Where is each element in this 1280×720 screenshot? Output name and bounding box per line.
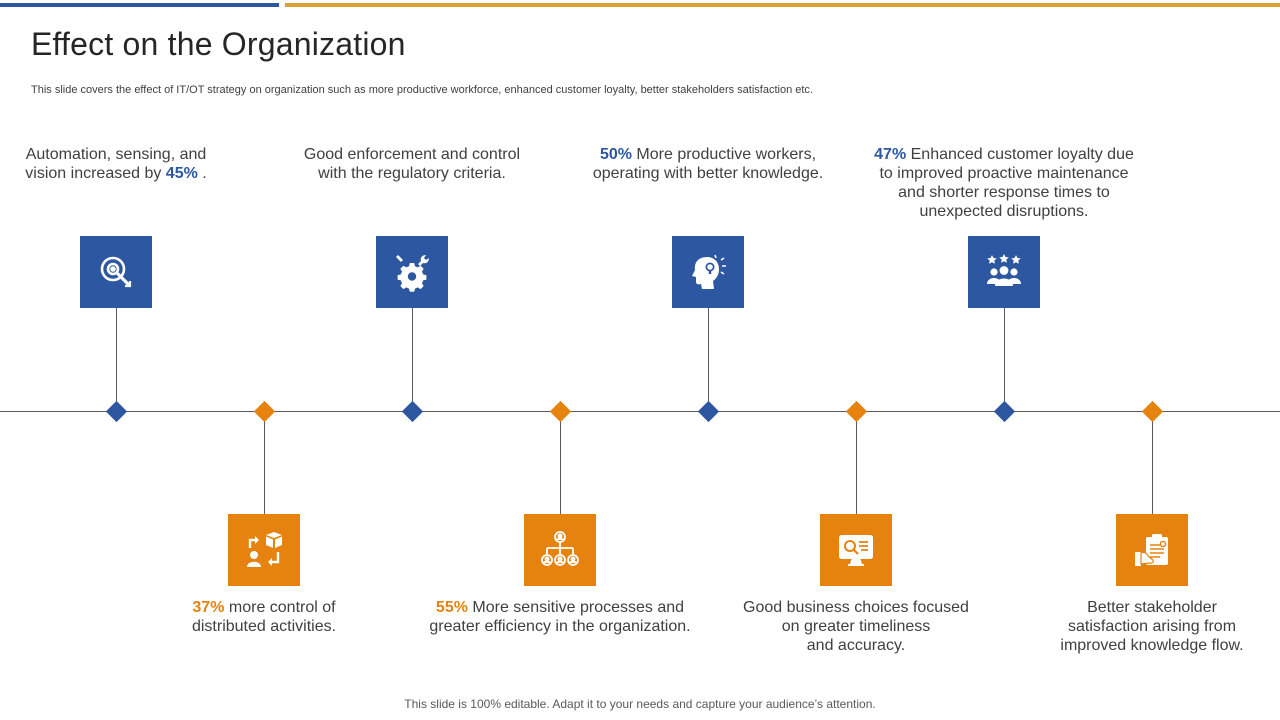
milestone-text: 37% more control of distributed activitie… (114, 598, 414, 636)
milestone-text-line: greater efficiency in the organization. (410, 617, 710, 636)
page-subtitle: This slide covers the effect of IT/OT st… (31, 84, 813, 96)
milestone-text-line: unexpected disruptions. (854, 202, 1154, 221)
milestone-text: 55% More sensitive processes and greater … (410, 598, 710, 636)
timeline-axis (0, 411, 1280, 412)
milestone-text-segment: . (197, 165, 207, 182)
timeline-marker (1141, 400, 1163, 423)
milestone-text-line: satisfaction arising from (1002, 617, 1280, 636)
milestone-text-line: vision increased by 45% . (0, 164, 266, 183)
milestone-icon-box (820, 514, 892, 586)
milestone-icon-box (228, 514, 300, 586)
milestone-text-line: with the regulatory criteria. (262, 164, 562, 183)
clipboard-hand-icon (1132, 530, 1172, 570)
milestone-text-line: Good business choices focused (706, 598, 1006, 617)
milestone-text-segment: with the regulatory criteria. (318, 165, 506, 182)
milestone-text-segment: more control of (224, 599, 336, 616)
milestone-text-segment: More productive workers, (631, 146, 817, 163)
milestone-icon-box (376, 236, 448, 308)
milestone-text-line: 37% more control of (114, 598, 414, 617)
page-title: Effect on the Organization (31, 26, 406, 62)
highlight-percent: 45% (165, 165, 198, 182)
milestone-icon-box (80, 236, 152, 308)
milestone-text-segment: More sensitive processes and (467, 599, 685, 616)
milestone-text-segment: unexpected disruptions. (919, 203, 1089, 220)
connector-line (1004, 306, 1005, 411)
milestone-icon-box (672, 236, 744, 308)
milestone-text-line: Good enforcement and control (262, 145, 562, 164)
milestone-text-segment: on greater timeliness (781, 618, 931, 635)
milestone-text-line: operating with better knowledge. (558, 164, 858, 183)
milestone-text-segment: Automation, sensing, and (25, 146, 207, 163)
milestone-icon-box (968, 236, 1040, 308)
top-accent-bar-blue (0, 3, 279, 7)
milestone-text-segment: Enhanced customer loyalty due (906, 146, 1134, 163)
milestone-text: 50% More productive workers, operating wi… (558, 145, 858, 183)
highlight-percent: 55% (435, 599, 468, 616)
timeline-marker (845, 400, 867, 423)
milestone-text-line: on greater timeliness (706, 617, 1006, 636)
milestone-text: Good business choices focused on greater … (706, 598, 1006, 655)
milestone-text-segment: operating with better knowledge. (592, 165, 824, 182)
milestone-text: Better stakeholder satisfaction arising f… (1002, 598, 1280, 655)
milestone-text: Automation, sensing, and vision increased… (0, 145, 266, 183)
top-accent-bar-gold (285, 3, 1280, 7)
highlight-percent: 50% (599, 146, 632, 163)
milestone-text-line: Better stakeholder (1002, 598, 1280, 617)
timeline-marker (993, 400, 1015, 423)
milestone-text: Good enforcement and control with the reg… (262, 145, 562, 183)
milestone-text-line: improved knowledge flow. (1002, 636, 1280, 655)
arrows-boxes-icon (244, 530, 284, 570)
milestone-text-segment: improved knowledge flow. (1060, 637, 1244, 654)
team-stars-icon (984, 252, 1024, 292)
footer-note: This slide is 100% editable. Adapt it to… (404, 697, 876, 711)
milestone-text-segment: and shorter response times to (898, 184, 1110, 201)
milestone-text-segment: vision increased by (25, 165, 166, 182)
milestone-text-segment: Good enforcement and control (303, 146, 521, 163)
connector-line (856, 411, 857, 514)
milestone-text-segment: Good business choices focused (743, 599, 969, 616)
connector-line (560, 411, 561, 514)
milestone-text-line: 55% More sensitive processes and (410, 598, 710, 617)
timeline-marker (549, 400, 571, 423)
connector-line (116, 306, 117, 411)
milestone-text-segment: satisfaction arising from (1067, 618, 1237, 635)
timeline-marker (105, 400, 127, 423)
connector-line (412, 306, 413, 411)
milestone-icon-box (524, 514, 596, 586)
milestone-text-segment: to improved proactive maintenance (879, 165, 1129, 182)
milestone-text-line: distributed activities. (114, 617, 414, 636)
milestone-text-segment: and accuracy. (806, 637, 906, 654)
highlight-percent: 47% (874, 146, 907, 163)
milestone-text-line: 47% Enhanced customer loyalty due (854, 145, 1154, 164)
timeline-marker (401, 400, 423, 423)
milestone-text-line: and shorter response times to (854, 183, 1154, 202)
milestone-text: 47% Enhanced customer loyalty due to impr… (854, 145, 1154, 221)
milestone-text-line: 50% More productive workers, (558, 145, 858, 164)
connector-line (1152, 411, 1153, 514)
milestone-text-line: Automation, sensing, and (0, 145, 266, 164)
timeline-marker (697, 400, 719, 423)
head-idea-icon (688, 252, 728, 292)
milestone-icon-box (1116, 514, 1188, 586)
monitor-search-icon (836, 530, 876, 570)
milestone-text-line: to improved proactive maintenance (854, 164, 1154, 183)
milestone-text-segment: greater efficiency in the organization. (429, 618, 691, 635)
timeline-marker (253, 400, 275, 423)
hierarchy-icon (540, 530, 580, 570)
gear-tools-icon (392, 252, 432, 292)
milestone-text-line: and accuracy. (706, 636, 1006, 655)
milestone-text-segment: Better stakeholder (1087, 599, 1217, 616)
highlight-percent: 37% (192, 599, 225, 616)
milestone-text-segment: distributed activities. (191, 618, 337, 635)
target-icon (96, 252, 136, 292)
connector-line (708, 306, 709, 411)
connector-line (264, 411, 265, 514)
